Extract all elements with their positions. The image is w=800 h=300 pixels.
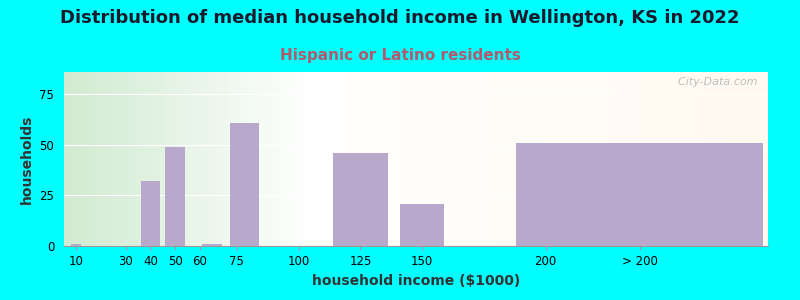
Bar [400, 203, 445, 246]
X-axis label: household income ($1000): household income ($1000) [312, 274, 520, 288]
Text: Hispanic or Latino residents: Hispanic or Latino residents [279, 48, 521, 63]
Bar [202, 244, 222, 246]
Bar [166, 147, 185, 246]
Bar [334, 153, 387, 246]
Bar [71, 244, 82, 246]
Bar [516, 143, 763, 246]
Bar [141, 181, 160, 246]
Bar [230, 123, 259, 246]
Text: Distribution of median household income in Wellington, KS in 2022: Distribution of median household income … [60, 9, 740, 27]
Y-axis label: households: households [20, 114, 34, 204]
Text: City-Data.com: City-Data.com [671, 77, 758, 87]
